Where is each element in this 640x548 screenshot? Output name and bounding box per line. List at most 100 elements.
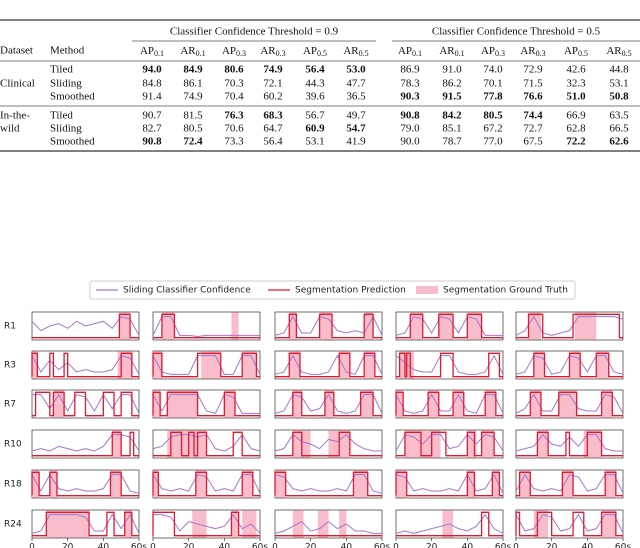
prediction-line [275,352,382,378]
metric-sub: 0.1 [412,49,422,58]
x-tick-label: 20 [183,543,195,548]
ground-truth [32,351,38,379]
ground-truth [453,390,464,418]
ground-truth [161,312,175,340]
metric-base: AP [398,45,412,57]
metric-sub: 0.5 [622,49,632,58]
row-label: R24 [4,520,22,530]
cell-value: 91.5 [442,91,462,103]
cell-value: 90.7 [142,110,162,122]
dataset-label: In-the- [0,110,30,122]
cell-value: 91.4 [142,91,162,103]
x-tick-label: 20 [305,543,317,548]
cell-value: 84.8 [142,78,162,90]
ground-truth [596,351,609,379]
metric-base: AP [140,45,154,57]
ground-truth [289,351,300,379]
ground-truth [201,351,221,379]
cell-value: 76.6 [523,91,543,103]
ground-truth [153,390,161,418]
panel-frame [31,429,140,459]
dataset-label: wild [0,123,20,135]
cell-value: 39.6 [305,91,325,103]
metric-base: AP [564,45,578,57]
x-tick-label: 60s [495,543,511,548]
cell-value: 47.7 [346,78,366,90]
ground-truth [396,390,404,418]
method-label: Smoothed [50,136,95,148]
confidence-line [152,316,260,338]
metric-header: AR0.3 [520,45,545,58]
prediction-line [32,391,139,417]
prediction-line [395,471,503,497]
panel-frame [395,469,504,499]
cell-value: 56.4 [305,64,325,76]
ground-truth [467,312,482,340]
metric-header: AP0.1 [140,45,164,58]
metric-base: AP [481,45,495,57]
prediction-line [31,352,139,378]
x-tick-label: 0 [150,543,156,548]
ground-truth [481,430,495,458]
cell-value: 42.6 [566,64,586,76]
group-header: Classifier Confidence Threshold = 0.9 [170,26,339,38]
legend-label: Segmentation Prediction [295,286,406,296]
cell-value: 60.2 [263,91,282,103]
ground-truth [364,312,374,340]
ground-truth [558,390,577,418]
cell-value: 50.8 [609,91,629,103]
cell-value: 86.2 [442,78,461,90]
cell-value: 79.0 [400,123,420,135]
cell-value: 74.9 [183,91,203,103]
prediction-line [32,431,139,457]
x-tick-label: 40 [98,543,110,548]
cell-value: 81.5 [183,110,203,122]
ground-truth [569,351,581,379]
cell-value: 44.8 [609,64,629,76]
cell-value: 72.2 [566,136,586,148]
row-label: R3 [4,361,16,371]
prediction-line [275,391,382,417]
cell-value: 84.2 [442,110,462,122]
cell-value: 60.9 [305,123,325,135]
legend-label: Segmentation Ground Truth [443,286,568,296]
cell-value: 74.0 [483,64,503,76]
metric-base: AR [343,45,359,57]
cell-value: 77.8 [483,91,503,103]
cell-value: 67.2 [483,123,502,135]
ground-truth [319,312,333,340]
legend-swatch [416,286,438,294]
cell-value: 72.7 [523,123,543,135]
cell-value: 74.9 [263,64,283,76]
metric-header: AR0.5 [343,45,368,58]
metric-header: AR0.3 [260,45,285,58]
ground-truth [428,390,439,418]
cell-value: 90.3 [400,91,420,103]
ground-truth [583,430,602,458]
metric-base: AP [222,45,236,57]
cell-value: 41.9 [346,136,366,148]
ground-truth [605,470,616,498]
x-tick-label: 40 [462,543,474,548]
ground-truth [324,390,334,418]
prediction-line [396,313,503,339]
metric-sub: 0.3 [495,49,505,58]
metric-sub: 0.5 [359,49,369,58]
legend-label: Sliding Classifier Confidence [123,286,251,296]
ground-truth [112,430,122,458]
cell-value: 63.5 [609,110,629,122]
x-tick-label: 40 [341,543,353,548]
cell-value: 72.1 [263,78,282,90]
cell-value: 90.0 [400,136,420,148]
ground-truth [275,470,286,498]
x-tick-label: 20 [426,543,438,548]
cell-value: 90.8 [142,136,162,148]
cell-value: 62.6 [609,136,629,148]
metric-header: AR0.1 [439,45,464,58]
metric-base: AR [606,45,622,57]
ground-truth [353,470,368,498]
cell-value: 85.1 [442,123,461,135]
prediction-line [153,313,260,339]
ground-truth [292,390,302,418]
ground-truth [153,351,162,379]
